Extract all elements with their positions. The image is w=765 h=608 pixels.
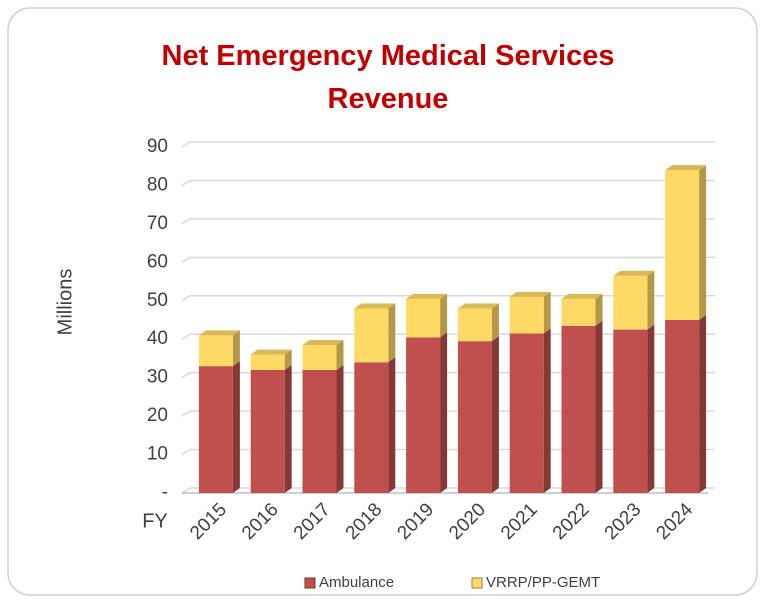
- bar-segment: [250, 354, 285, 370]
- bar-segment: [613, 329, 648, 493]
- bar-side: [699, 165, 707, 320]
- y-tick-label: 90: [147, 136, 168, 157]
- bar-side: [284, 364, 292, 493]
- bar-side: [232, 361, 240, 493]
- bar-side: [284, 349, 292, 370]
- bar-side: [647, 324, 655, 493]
- bar-side: [595, 320, 603, 493]
- bar-segment: [613, 275, 648, 330]
- grid-line: [181, 218, 715, 225]
- bar-segment: [457, 308, 492, 342]
- y-tick-label: -: [162, 482, 168, 503]
- grid-line: [181, 179, 715, 187]
- bar-segment: [198, 335, 233, 367]
- y-tick-label: 60: [147, 251, 168, 272]
- y-tick-label: 50: [147, 290, 168, 311]
- bar-segment: [665, 320, 700, 493]
- y-tick-label: 40: [147, 328, 168, 349]
- bar-top: [561, 293, 603, 299]
- grid-line: [181, 141, 715, 148]
- bar-segment: [354, 308, 389, 363]
- bar-side: [647, 270, 655, 330]
- bar-segment: [302, 369, 337, 493]
- bar-segment: [406, 298, 441, 338]
- bar-side: [336, 339, 344, 370]
- y-tick-label: 80: [147, 174, 168, 195]
- legend-swatch: [304, 577, 316, 589]
- bar-segment: [354, 362, 389, 493]
- bar-side: [491, 303, 499, 342]
- legend-label: VRRP/PP-GEMT: [486, 574, 600, 591]
- y-tick-label: 30: [147, 367, 168, 388]
- bar-top: [198, 330, 240, 336]
- bar-side: [440, 332, 448, 493]
- bar-side: [543, 291, 551, 334]
- y-tick-label: 10: [147, 444, 168, 465]
- chart-title: Net Emergency Medical Services Revenue: [162, 40, 615, 115]
- bar-top: [509, 291, 551, 297]
- bar-top: [406, 293, 448, 299]
- bar-segment: [509, 333, 544, 493]
- bar-side: [388, 357, 396, 493]
- bar-side: [440, 293, 448, 338]
- y-axis-label: Millions: [54, 269, 76, 336]
- grid-line: [181, 256, 715, 263]
- bar-side: [543, 328, 551, 493]
- bar-side: [232, 330, 240, 367]
- bar-side: [491, 336, 499, 493]
- bar-segment: [561, 325, 596, 493]
- bar-segment: [302, 344, 337, 370]
- bar-segment: [561, 298, 596, 326]
- bar-side: [388, 303, 396, 363]
- bar-top: [457, 303, 499, 309]
- bar-top: [613, 270, 655, 276]
- bar-segment: [509, 296, 544, 334]
- bar-side: [699, 315, 707, 493]
- bar-top: [250, 349, 292, 355]
- legend-label: Ambulance: [319, 574, 394, 591]
- bar-side: [595, 293, 603, 326]
- bar-side: [336, 364, 344, 493]
- bar-segment: [198, 366, 233, 493]
- y-tick-label: 70: [147, 213, 168, 234]
- legend-swatch: [471, 577, 483, 589]
- bar-top: [354, 303, 396, 309]
- bar-segment: [406, 337, 441, 493]
- x-axis-label: FY: [142, 510, 168, 532]
- bar-segment: [250, 369, 285, 493]
- bar-segment: [457, 341, 492, 493]
- y-tick-label: 20: [147, 405, 168, 426]
- bar-top: [302, 339, 344, 345]
- bar-segment: [665, 170, 700, 320]
- bar-top: [665, 165, 707, 171]
